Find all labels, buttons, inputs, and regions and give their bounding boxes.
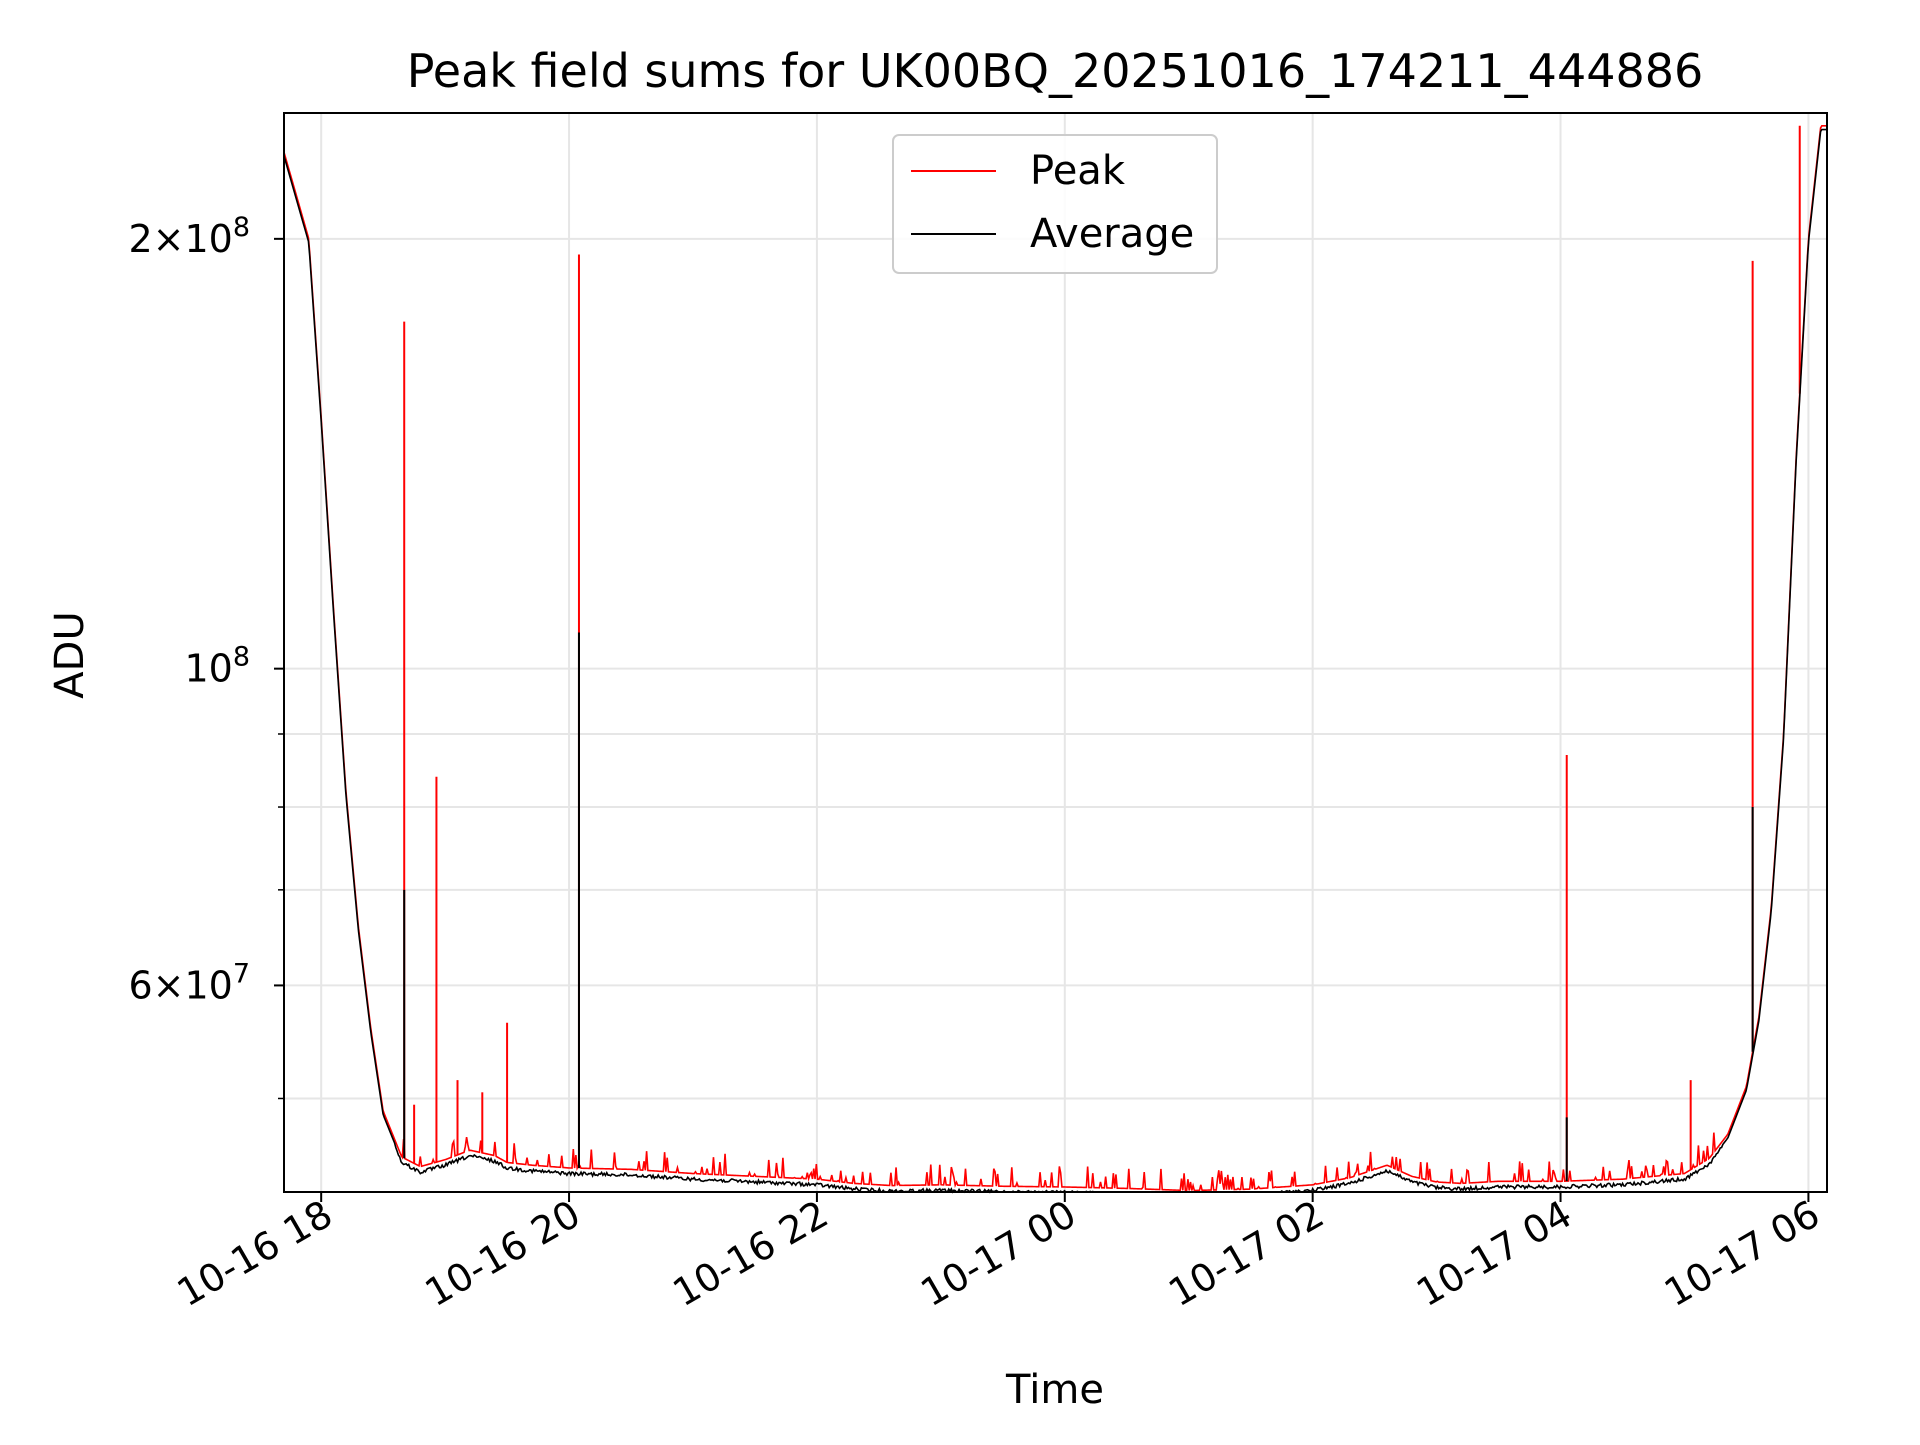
plot-frame <box>283 112 1828 1193</box>
y-tick-label: 2×108 <box>128 212 250 261</box>
grid-lines <box>284 113 1827 1192</box>
legend: Peak Average <box>892 134 1218 274</box>
legend-label-peak: Peak <box>1030 148 1126 194</box>
legend-label-average: Average <box>1030 211 1194 257</box>
series-line-peak <box>283 124 1827 1192</box>
y-axis-label: ADU <box>47 611 93 698</box>
legend-box <box>892 134 1218 274</box>
x-axis-label: Time <box>1005 1367 1104 1413</box>
y-tick-label: 6×107 <box>128 958 250 1007</box>
y-tick-label: 108 <box>184 642 250 691</box>
chart-title: Peak field sums for UK00BQ_20251016_1742… <box>407 44 1704 98</box>
